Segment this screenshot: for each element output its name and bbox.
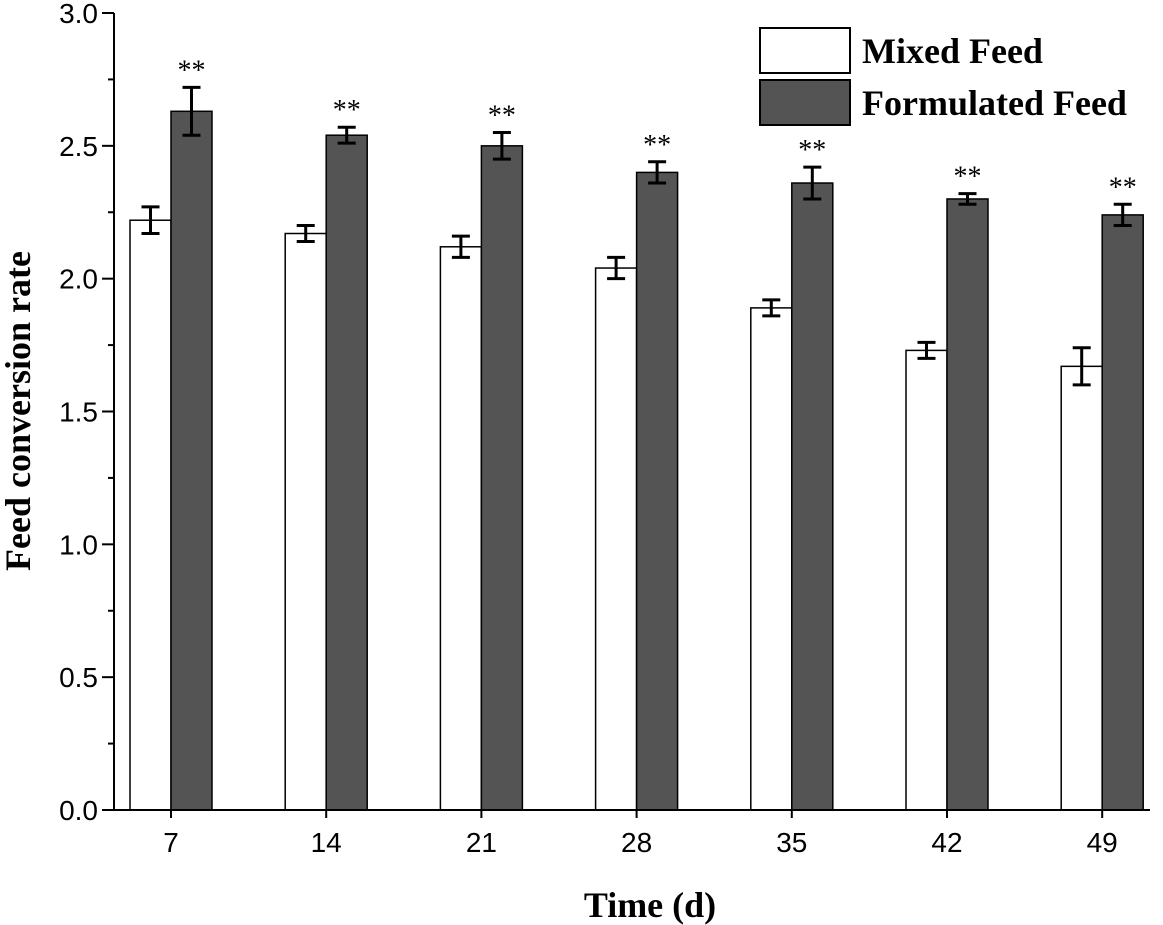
- significance-label-21: **: [488, 101, 516, 132]
- y-tick-label-2.0: 2.0: [59, 264, 98, 295]
- legend-label-mixed-feed: Mixed Feed: [862, 31, 1043, 71]
- x-ticks-layer: 7 14 21 28 35 42 49: [163, 810, 1118, 858]
- error-bar-mixed-feed-49: [1072, 346, 1091, 387]
- bar-mixed-feed-49: [1060, 365, 1103, 811]
- legend-swatch-formulated-feed: [759, 79, 851, 126]
- bar-formulated-feed-7: [170, 110, 213, 811]
- y-tick-label-3.0: 3.0: [59, 0, 98, 29]
- bar-mixed-feed-35: [750, 307, 793, 811]
- error-bar-mixed-feed-7: [141, 205, 160, 236]
- error-bar-formulated-feed-42: [958, 192, 977, 206]
- y-ticks-layer: 0.0 0.5 1.0 1.5 2.0 2.5 3.0: [59, 0, 114, 826]
- bars-layer: [129, 110, 1144, 811]
- y-tick-label-2.5: 2.5: [59, 131, 98, 162]
- significance-label-42: **: [954, 162, 982, 193]
- bar-formulated-feed-35: [791, 182, 834, 811]
- bar-formulated-feed-49: [1101, 214, 1144, 811]
- x-tick-label-7: 7: [163, 827, 179, 858]
- significance-layer: ** ** ** ** ** ** **: [178, 55, 1137, 203]
- bar-mixed-feed-7: [129, 219, 172, 811]
- legend: Mixed Feed Formulated Feed: [759, 27, 1127, 126]
- significance-label-14: **: [333, 95, 361, 126]
- bar-formulated-feed-42: [946, 198, 989, 811]
- x-axis-title: Time (d): [584, 885, 716, 925]
- error-bar-mixed-feed-14: [296, 224, 315, 243]
- bar-formulated-feed-14: [325, 134, 368, 811]
- bar-mixed-feed-14: [284, 232, 327, 811]
- x-tick-label-35: 35: [776, 827, 807, 858]
- bar-mixed-feed-42: [905, 349, 948, 811]
- y-axis-title: Feed conversion rate: [0, 251, 38, 571]
- significance-label-35: **: [798, 135, 826, 166]
- y-tick-label-0.5: 0.5: [59, 662, 98, 693]
- x-tick-label-42: 42: [931, 827, 962, 858]
- x-tick-label-14: 14: [311, 827, 342, 858]
- x-tick-label-21: 21: [466, 827, 497, 858]
- significance-label-7: **: [178, 55, 206, 86]
- error-bar-formulated-feed-49: [1113, 202, 1132, 228]
- error-bar-formulated-feed-7: [182, 85, 201, 137]
- error-bar-mixed-feed-35: [762, 298, 781, 318]
- y-tick-label-0.0: 0.0: [59, 795, 98, 826]
- significance-label-28: **: [643, 130, 671, 161]
- significance-label-49: **: [1109, 172, 1137, 203]
- error-bars-layer: [141, 85, 1132, 387]
- error-bar-mixed-feed-42: [917, 340, 936, 360]
- x-tick-label-28: 28: [621, 827, 652, 858]
- legend-label-formulated-feed: Formulated Feed: [862, 83, 1127, 123]
- bar-mixed-feed-28: [594, 267, 638, 811]
- y-tick-label-1.5: 1.5: [59, 397, 98, 428]
- x-tick-label-49: 49: [1087, 827, 1118, 858]
- bar-formulated-feed-21: [480, 145, 524, 811]
- error-bar-mixed-feed-28: [607, 255, 626, 281]
- error-bar-formulated-feed-14: [337, 125, 356, 145]
- error-bar-formulated-feed-35: [803, 165, 822, 201]
- bar-formulated-feed-28: [635, 171, 679, 811]
- y-tick-label-1.0: 1.0: [59, 529, 98, 560]
- error-bar-formulated-feed-21: [492, 131, 511, 161]
- legend-swatch-mixed-feed: [759, 27, 851, 74]
- error-bar-mixed-feed-21: [451, 234, 470, 259]
- bar-mixed-feed-21: [439, 246, 483, 811]
- error-bar-formulated-feed-28: [648, 160, 667, 185]
